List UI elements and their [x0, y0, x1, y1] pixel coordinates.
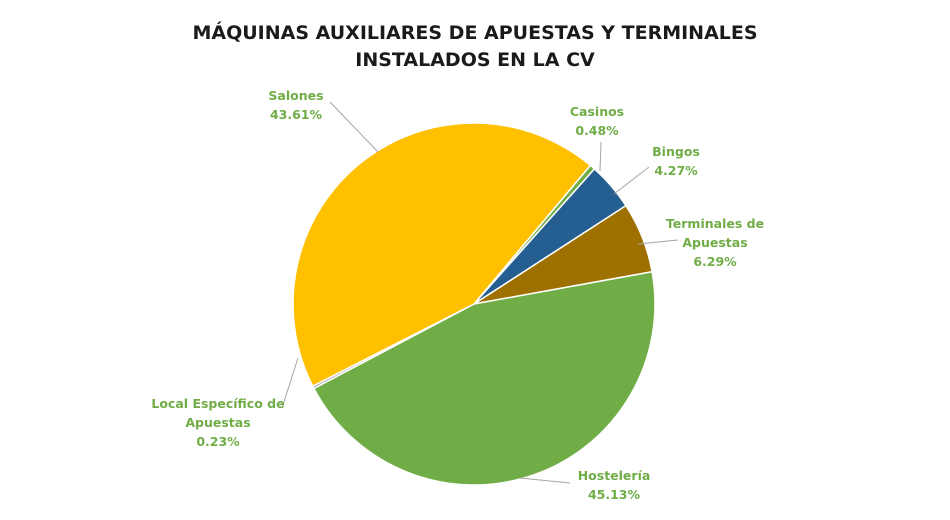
slice-label: Casinos 0.48%: [570, 104, 624, 138]
slice-name-label: Salones: [268, 88, 323, 103]
leader-line: [599, 141, 602, 172]
slice-value-label: 45.13%: [588, 487, 641, 502]
slice-name-label: Casinos: [570, 104, 624, 119]
slice-label: Hostelería 45.13%: [578, 468, 651, 502]
leader-line: [613, 166, 650, 195]
pie-slice-salones: [292, 122, 592, 388]
slice-name-label: Hostelería: [578, 468, 651, 483]
slice-value-label: 4.27%: [654, 163, 698, 178]
chart-title-line-2: INSTALADOS EN LA CV: [355, 49, 595, 71]
slice-value-label: 6.29%: [693, 254, 737, 269]
chart-title-line-1: MÁQUINAS AUXILIARES DE APUESTAS Y TERMIN…: [192, 22, 758, 44]
slice-value-label: 0.48%: [575, 123, 619, 138]
pie-slice-hosteler-a: [312, 270, 656, 486]
slice-label: Salones 43.61%: [268, 88, 323, 122]
leader-line: [519, 477, 571, 484]
slice-name-label: Terminales de: [666, 216, 764, 231]
slice-name-label: Local Específico de: [151, 396, 284, 411]
slice-name-label: Bingos: [652, 144, 700, 159]
slice-name-label: Apuestas: [682, 235, 747, 250]
leader-line: [329, 101, 379, 153]
slice-label: Bingos 4.27%: [652, 144, 700, 178]
slice-label: Local Específico de Apuestas 0.23%: [151, 396, 284, 449]
slice-name-label: Apuestas: [185, 415, 250, 430]
chart-title: MÁQUINAS AUXILIARES DE APUESTAS Y TERMIN…: [0, 20, 950, 74]
slice-label: Terminales de Apuestas 6.29%: [666, 216, 764, 269]
slice-value-label: 43.61%: [270, 107, 323, 122]
leader-line: [281, 357, 299, 409]
slice-value-label: 0.23%: [196, 434, 240, 449]
leader-line: [637, 239, 679, 245]
